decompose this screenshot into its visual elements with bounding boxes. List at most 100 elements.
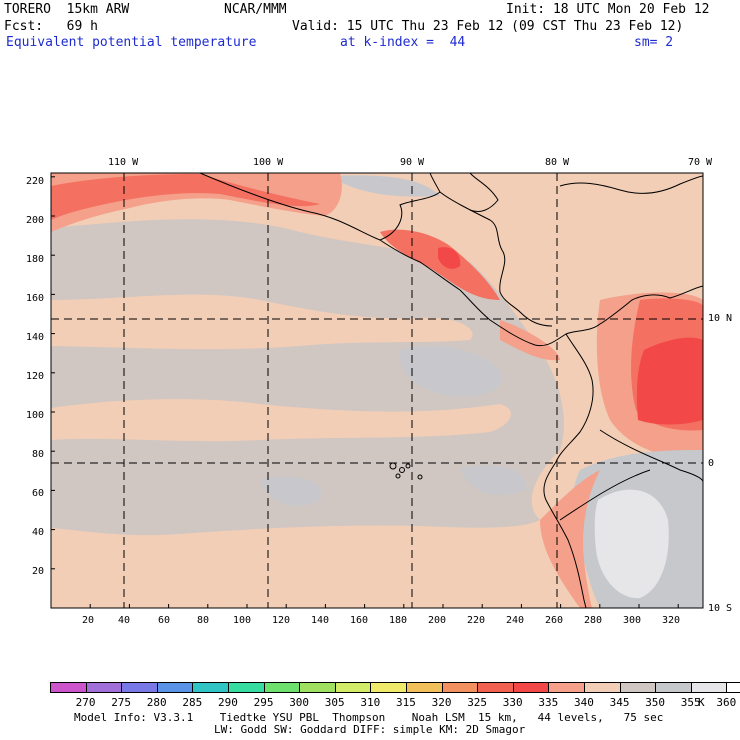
colorbar-label: 280: [146, 696, 167, 709]
y-tick-label: 20: [32, 566, 45, 577]
x-tick-label: 280: [584, 615, 603, 626]
colorbar-label: 335: [538, 696, 559, 709]
physics-info: LW: Godd SW: Goddard DIFF: simple KM: 2D…: [214, 723, 526, 736]
coastline-central-america: [379, 239, 703, 347]
model-info: Model Info: V3.3.1 Tiedtke YSU PBL Thomp…: [74, 711, 664, 724]
colorbar-swatch: [85, 682, 123, 693]
axis-ticks: [50, 176, 679, 609]
colorbar-label: 345: [609, 696, 630, 709]
colorbar-label: 350: [645, 696, 666, 709]
colorbar-swatch: [726, 682, 740, 693]
x-tick-label: 160: [350, 615, 369, 626]
init-time: Init: 18 UTC Mon 20 Feb 12: [506, 2, 710, 17]
x-tick-label: 180: [389, 615, 408, 626]
lat-label: 10 N: [708, 313, 733, 324]
x-tick-label: 200: [428, 615, 447, 626]
colorbar-label: 315: [396, 696, 416, 709]
model-title: TORERO 15km ARW: [4, 2, 130, 17]
lon-label: 80 W: [545, 157, 570, 168]
x-tick-label: 100: [233, 615, 252, 626]
colorbar-label: 360: [716, 696, 737, 709]
colorbar-label: 285: [182, 696, 203, 709]
colorbar-swatch: [370, 682, 407, 693]
field-patch-355: [399, 346, 502, 397]
field-band-345-inner: [51, 294, 473, 350]
y-tick-label: 220: [26, 176, 45, 187]
lon-label: 110 W: [108, 157, 139, 168]
colorbar-label: 275: [111, 696, 132, 709]
colorbar-swatch: [477, 682, 514, 693]
y-tick-label: 40: [32, 527, 45, 538]
x-tick-label: 120: [272, 615, 291, 626]
field-name: Equivalent potential temperature: [6, 35, 257, 50]
y-tick-label: 160: [26, 293, 45, 304]
map-frame: [50, 172, 704, 609]
field-patch-335: [51, 174, 320, 220]
colorbar-swatch: [406, 682, 443, 693]
field-patch-340: [500, 320, 560, 361]
smoothing-info: sm= 2: [634, 35, 674, 50]
x-tick-label: 140: [311, 615, 330, 626]
center-name: NCAR/MMM: [224, 2, 287, 17]
coastline-mexico: [199, 173, 441, 241]
field-patch-340: [540, 470, 600, 608]
x-tick-label: 40: [118, 615, 131, 626]
colorbar-label: 290: [218, 696, 238, 709]
field-band-345-inner: [51, 399, 511, 442]
colorbar-swatch: [584, 682, 621, 693]
x-tick-label: 20: [82, 615, 95, 626]
lat-label: 0: [708, 458, 715, 469]
valid-time: Valid: 15 UTC Thu 23 Feb 12 (09 CST Thu …: [292, 19, 684, 34]
colorbar-swatch: [690, 682, 728, 693]
colorbar-swatch: [512, 682, 550, 693]
field-patch-355: [460, 465, 526, 495]
colorbar-swatch: [50, 682, 87, 693]
lon-label: 90 W: [400, 157, 425, 168]
galapagos-island: [399, 467, 405, 473]
colorbar-label: 325: [467, 696, 488, 709]
colorbar-label: 310: [360, 696, 381, 709]
colorbar-unit: K: [698, 696, 705, 709]
y-tick-label: 120: [26, 371, 45, 382]
colorbar-swatch: [441, 682, 479, 693]
x-tick-label: 220: [467, 615, 486, 626]
colorbar-label: 305: [324, 696, 345, 709]
coastline-caribbean: [439, 191, 553, 327]
x-tick-label: 80: [197, 615, 210, 626]
x-tick-label: 240: [506, 615, 525, 626]
colorbar-swatch: [228, 682, 265, 693]
colorbar-label: 270: [75, 696, 96, 709]
y-tick-label: 140: [26, 332, 45, 343]
y-tick-label: 180: [26, 254, 45, 265]
colorbar-swatch: [619, 682, 657, 693]
galapagos-island: [395, 473, 401, 479]
colorbar-label: 295: [253, 696, 274, 709]
lon-label: 100 W: [253, 157, 284, 168]
level-info: at k-index = 44: [340, 35, 466, 50]
colorbar-label: 340: [574, 696, 594, 709]
coastline-south-america: [543, 333, 594, 608]
coastline-yucatan: [469, 173, 499, 213]
colorbar-swatch: [192, 682, 229, 693]
field-patch-360: [594, 489, 669, 599]
galapagos-island: [405, 463, 411, 469]
x-tick-label: 60: [158, 615, 171, 626]
coastline-andes-east: [599, 429, 703, 483]
colorbar-swatch: [655, 682, 692, 693]
x-tick-label: 260: [545, 615, 564, 626]
x-tick-label: 300: [623, 615, 642, 626]
colorbar-label: 320: [431, 696, 452, 709]
coastline-andes-south: [559, 469, 651, 521]
colorbar-swatch: [263, 682, 301, 693]
colorbar-swatch: [299, 682, 336, 693]
field-patch-355: [260, 476, 322, 506]
colorbar-swatch: [156, 682, 194, 693]
y-tick-label: 80: [32, 449, 45, 460]
colorbar-label: 330: [502, 696, 523, 709]
lat-lon-grid: [51, 173, 703, 608]
y-tick-label: 100: [26, 410, 45, 421]
field-layer: [51, 173, 703, 608]
field-patch-330: [438, 247, 461, 269]
x-tick-label: 320: [662, 615, 681, 626]
